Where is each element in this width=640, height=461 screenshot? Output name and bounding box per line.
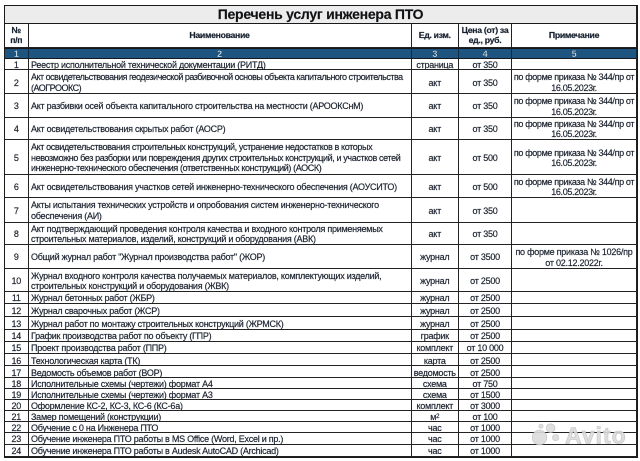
svg-text:Avito: Avito: [565, 422, 627, 448]
